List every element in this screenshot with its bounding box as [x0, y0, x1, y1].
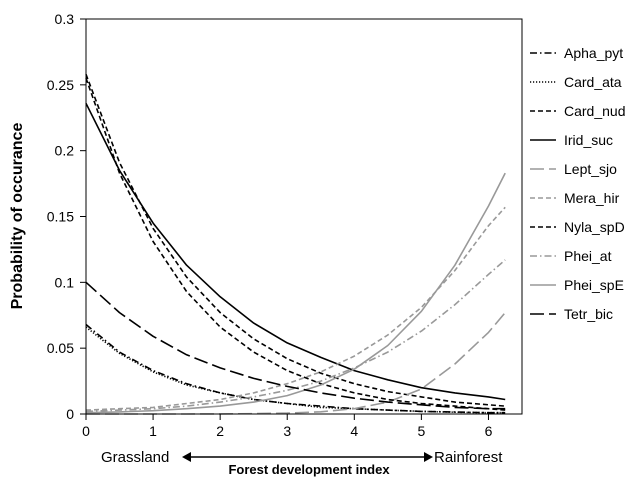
y-axis-title: Probability of occurance [9, 123, 26, 310]
y-tick-label: 0.15 [47, 209, 74, 225]
y-tick-label: 0.25 [47, 77, 74, 93]
x-tick-label: 1 [149, 423, 157, 439]
series-layer [85, 74, 506, 415]
series-line-card-ata [85, 326, 506, 414]
y-axis: 0 0.05 0.1 0.15 0.2 0.25 0.3 [47, 11, 86, 422]
legend-label: Lept_sjo [564, 161, 617, 177]
series-line-tetr-bic [85, 281, 506, 410]
series-line-card-nud [85, 74, 506, 407]
legend-label: Tetr_bic [564, 306, 613, 322]
legend-label: Phei_at [564, 248, 612, 264]
x-tick-label: 5 [417, 423, 425, 439]
x-tick-label: 4 [350, 423, 358, 439]
series-line-nyla-spd [85, 77, 506, 411]
x-left-descriptor: Grassland [101, 449, 169, 466]
series-line-phei-at [85, 259, 506, 413]
y-tick-label: 0.2 [55, 143, 75, 159]
legend-label: Card_ata [564, 74, 622, 90]
series-line-mera-hir [85, 206, 506, 411]
legend-label: Nyla_spD [564, 219, 625, 235]
plot-frame [85, 18, 523, 415]
series-line-irid-suc [85, 102, 506, 401]
x-axis: 0 1 2 3 4 5 6 [82, 414, 493, 439]
legend-label: Apha_pyt [564, 45, 623, 61]
x-axis-arrow [182, 452, 433, 462]
series-line-lept-sjo [86, 312, 506, 415]
y-tick-label: 0.1 [55, 274, 75, 290]
y-tick-label: 0 [66, 406, 74, 422]
legend-label: Irid_suc [564, 132, 613, 148]
legend: Apha_pyt Card_ata Card_nud Irid_suc Lept_sjo… [530, 45, 626, 322]
x-tick-label: 2 [216, 423, 224, 439]
x-tick-label: 0 [82, 423, 90, 439]
series-line-apha-pyt [85, 323, 506, 414]
x-axis-title: Forest development index [228, 462, 390, 477]
x-tick-label: 3 [283, 423, 291, 439]
legend-label: Mera_hir [564, 190, 620, 206]
x-tick-label: 6 [485, 423, 493, 439]
series-line-phei-spe [85, 172, 506, 414]
x-right-descriptor: Rainforest [434, 449, 503, 466]
legend-label: Card_nud [564, 103, 626, 119]
y-tick-label: 0.05 [47, 340, 74, 356]
legend-label: Phei_spE [564, 277, 624, 293]
y-tick-label: 0.3 [55, 11, 75, 27]
